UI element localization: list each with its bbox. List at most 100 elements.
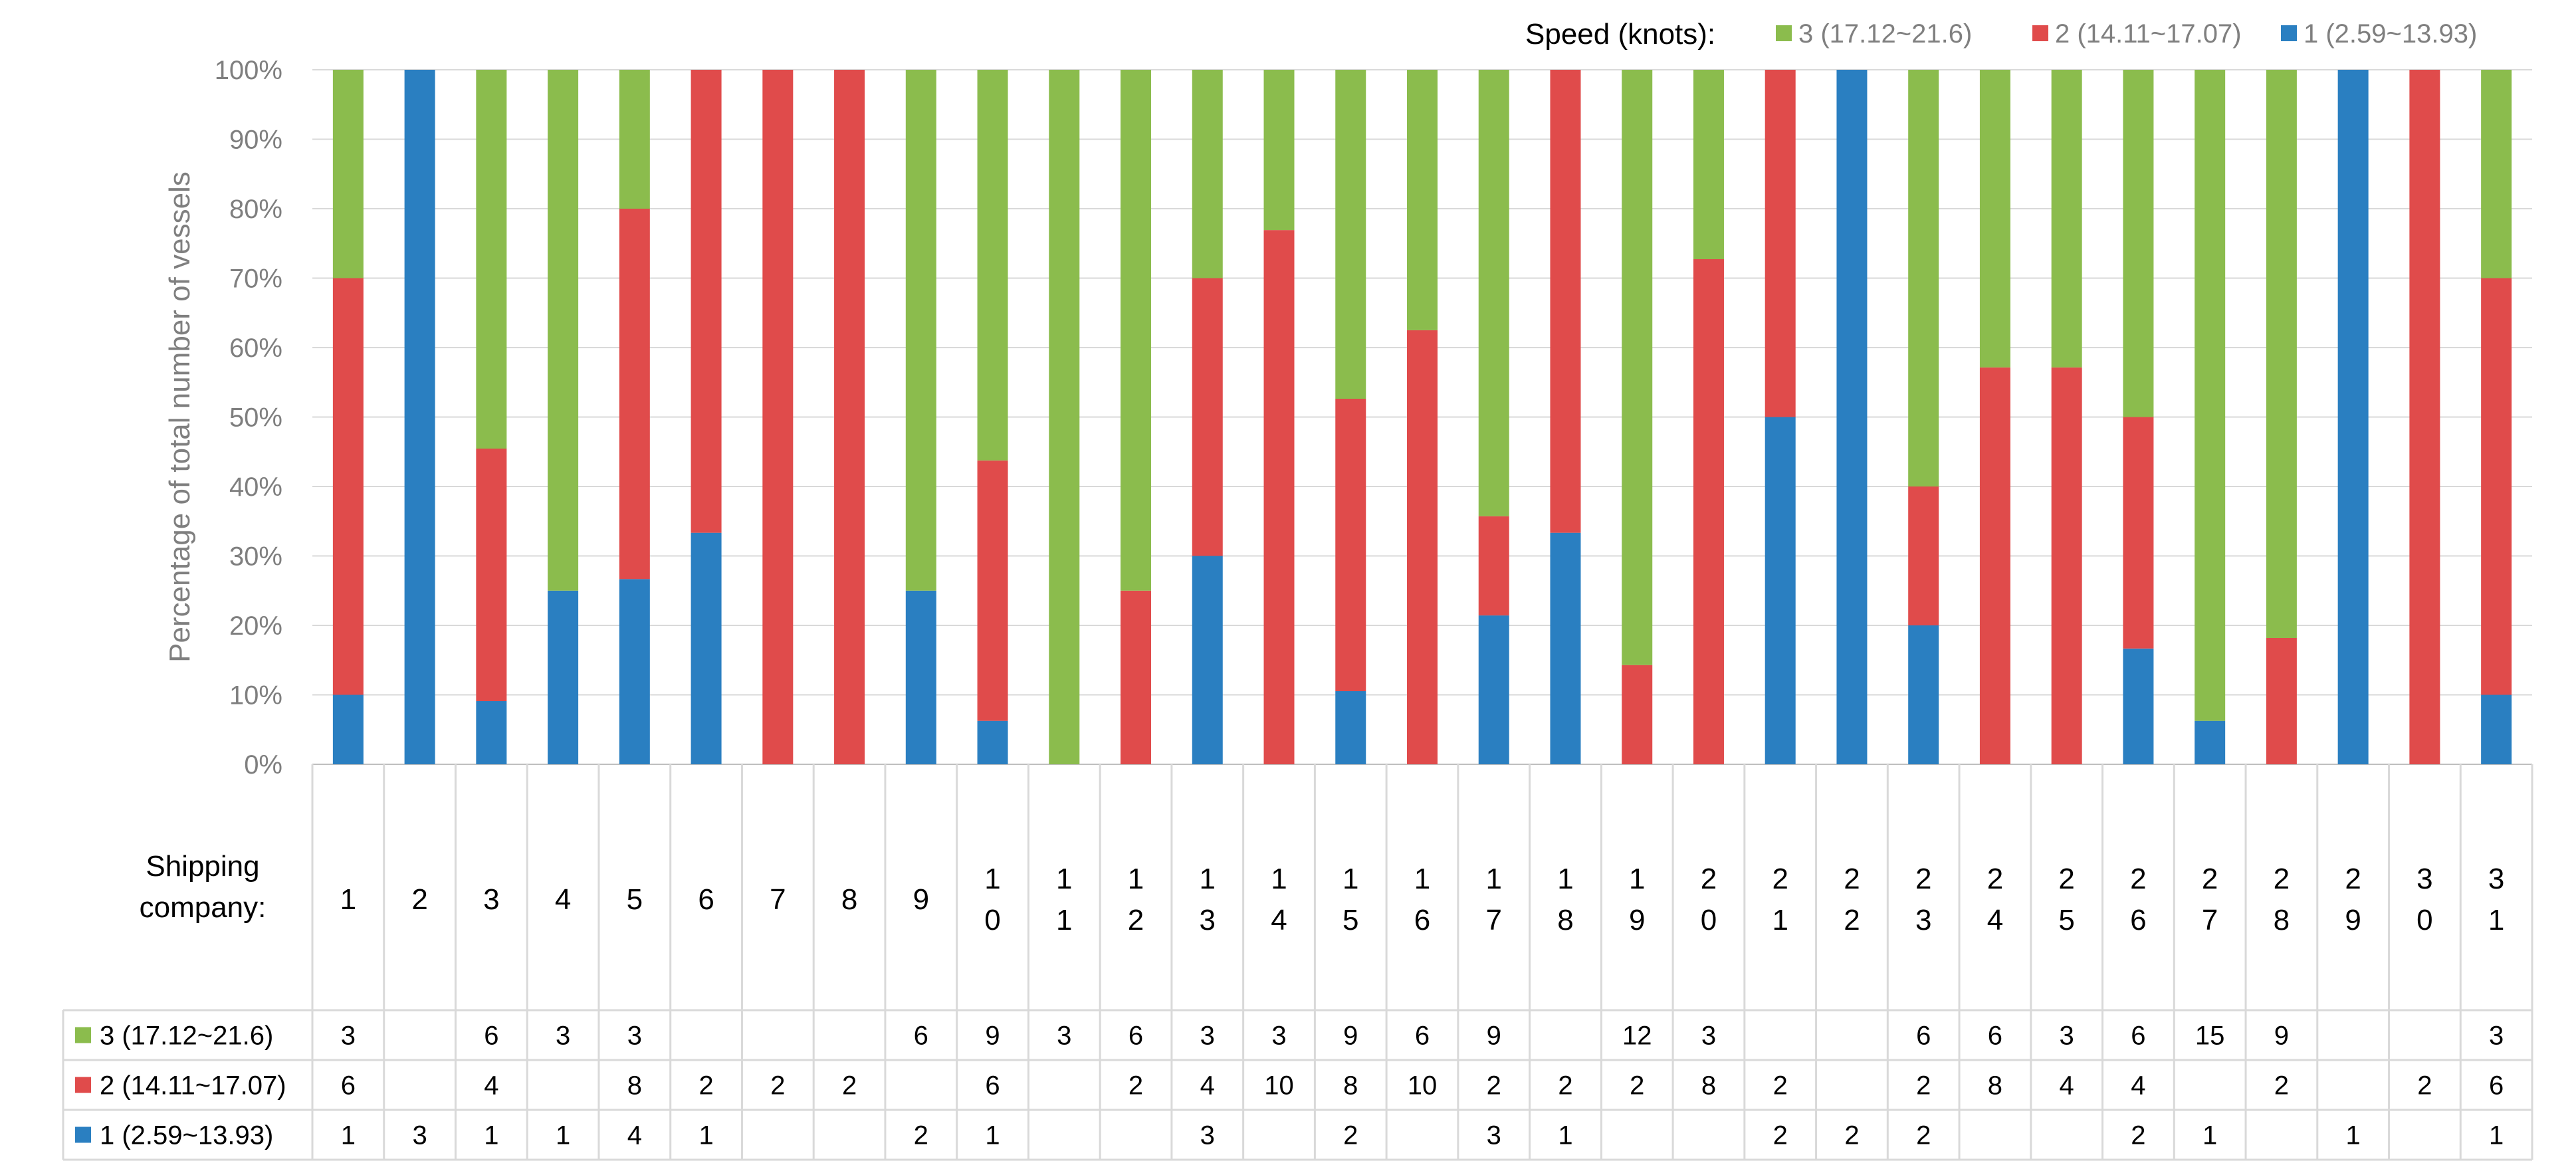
bar-segment-series-3 [1263, 70, 1295, 231]
category-label: 7 [1485, 904, 1501, 936]
y-tick-label: 90% [229, 126, 282, 155]
table-legend-key-series-1 [75, 1126, 91, 1143]
bar-segment-series-1 [404, 70, 435, 764]
category-label: 8 [2274, 904, 2290, 936]
table-cell-value: 4 [2060, 1071, 2074, 1101]
bar-segment-series-3 [548, 70, 579, 591]
bar-segment-series-1 [476, 701, 507, 764]
bar-segment-series-1 [619, 579, 650, 764]
table-cell-value: 2 [1487, 1071, 1501, 1101]
category-label: 2 [2058, 863, 2074, 895]
table-cell-value: 4 [1200, 1071, 1215, 1101]
table-cell-value: 6 [2131, 1021, 2145, 1051]
category-label: 9 [1629, 904, 1645, 936]
table-cell-value: 1 [484, 1121, 498, 1150]
category-label: 6 [2130, 904, 2146, 936]
y-axis: 0% 10% 20% 30% 40% 50% 60% 70% 80% 90% 100% Percent… [163, 56, 282, 780]
legend: Speed (knots): 3 (17.12~21.6) 2 (14.11~17.… [1525, 18, 2477, 51]
table-cell-value: 1 [698, 1121, 713, 1150]
table-cell-value: 3 [2489, 1021, 2504, 1051]
bar-segment-series-3 [1908, 70, 1939, 486]
category-label: 7 [770, 883, 786, 916]
table-cell-value: 6 [985, 1071, 1000, 1101]
bar-segment-series-2 [2409, 70, 2440, 764]
bar-segment-series-1 [1550, 532, 1581, 764]
bar-segment-series-3 [1335, 70, 1366, 399]
bar-segment-series-3 [1693, 70, 1724, 259]
table-cell-value: 9 [1343, 1021, 1358, 1051]
bar-segment-series-2 [1407, 330, 1438, 764]
category-label: 6 [698, 883, 714, 916]
category-label: 8 [1557, 904, 1573, 936]
table-cell-value: 2 [1558, 1071, 1572, 1101]
y-tick-label: 100% [215, 56, 282, 85]
category-label: 1 [1056, 904, 1072, 936]
category-label: 2 [1701, 863, 1717, 895]
table-cell-value: 3 [556, 1021, 570, 1051]
bar-segment-series-3 [476, 70, 507, 449]
table-cell-value: 8 [1343, 1071, 1358, 1101]
table-cell-value: 8 [627, 1071, 642, 1101]
category-label: 6 [1414, 904, 1430, 936]
table-cell-value: 9 [985, 1021, 1000, 1051]
legend-key-series-3 [1776, 25, 1792, 41]
table-cell-value: 2 [2131, 1121, 2145, 1150]
bar-segment-series-3 [1622, 70, 1653, 665]
x-axis-title-line: company: [140, 891, 267, 924]
bar-segment-series-2 [834, 70, 865, 764]
table-row-label-series-1: 1 (2.59~13.93) [100, 1121, 273, 1150]
table-cell-value: 10 [1408, 1071, 1438, 1101]
category-label: 2 [1844, 863, 1860, 895]
bar-segment-series-1 [1908, 625, 1939, 764]
table-cell-value: 4 [627, 1121, 642, 1150]
category-label: 3 [1200, 904, 1216, 936]
bar-segment-series-3 [2051, 70, 2082, 368]
bar-segment-series-3 [1979, 70, 2010, 368]
table-cell-value: 3 [627, 1021, 642, 1051]
table-cell-value: 2 [914, 1121, 928, 1150]
bar-segment-series-2 [1908, 486, 1939, 625]
table-cell-value: 2 [842, 1071, 857, 1101]
category-label: 1 [1629, 863, 1645, 895]
bar-segment-series-3 [977, 70, 1008, 461]
category-label: 1 [1485, 863, 1501, 895]
bar-segment-series-2 [1335, 399, 1366, 691]
table-cell-value: 4 [2131, 1071, 2145, 1101]
bar-segment-series-2 [1765, 70, 1796, 417]
y-tick-label: 0% [244, 750, 282, 780]
legend-title: Speed (knots): [1525, 18, 1715, 51]
table-cell-value: 8 [1701, 1071, 1716, 1101]
category-label: 2 [1987, 863, 2003, 895]
bar-segment-series-1 [548, 590, 579, 764]
bar-segment-series-3 [2266, 70, 2297, 638]
table-cell-value: 2 [2274, 1071, 2289, 1101]
category-label: 2 [2274, 863, 2290, 895]
category-label: 1 [1414, 863, 1430, 895]
table-cell-value: 1 [2202, 1121, 2217, 1150]
table-cell-value: 6 [484, 1021, 498, 1051]
x-axis-title-line: Shipping [146, 850, 259, 883]
bars [332, 70, 2512, 765]
category-label: 1 [984, 863, 1000, 895]
table-cell-value: 8 [1988, 1071, 2002, 1101]
table-legend-key-series-3 [75, 1027, 91, 1043]
table-cell-value: 3 [341, 1021, 356, 1051]
category-label: 3 [483, 883, 499, 916]
bar-segment-series-2 [1979, 367, 2010, 764]
table-cell-value: 3 [1271, 1021, 1286, 1051]
category-label: 2 [1915, 863, 1931, 895]
bar-segment-series-3 [332, 70, 364, 278]
category-label: 1 [1056, 863, 1072, 895]
bar-segment-series-2 [2051, 367, 2082, 764]
category-label: 2 [411, 883, 427, 916]
table-cell-value: 12 [1622, 1021, 1652, 1051]
y-tick-label: 10% [229, 681, 282, 710]
bar-segment-series-1 [977, 720, 1008, 764]
table-cell-value: 6 [1415, 1021, 1430, 1051]
table-cell-value: 1 [1558, 1121, 1572, 1150]
bar-segment-series-3 [1049, 70, 1080, 764]
category-label: 5 [2058, 904, 2074, 936]
category-label: 2 [2345, 863, 2361, 895]
